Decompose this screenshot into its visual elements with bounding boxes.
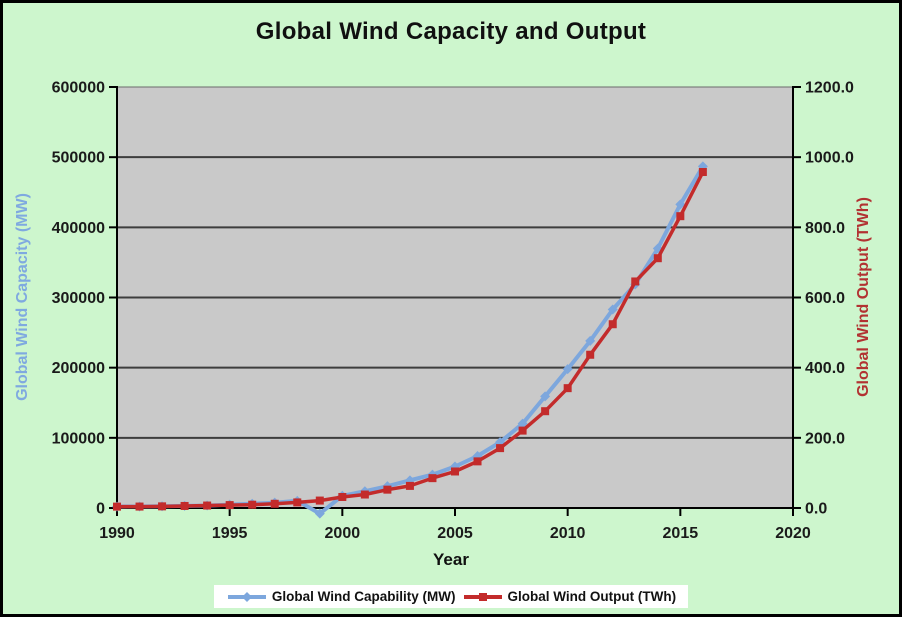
- svg-text:2005: 2005: [437, 525, 473, 542]
- square-marker-icon: [478, 592, 487, 601]
- chart-title: Global Wind Capacity and Output: [255, 18, 647, 45]
- svg-text:100000: 100000: [52, 430, 105, 447]
- y-left-ticks: 0 100000 200000 300000 400000 500000 600000: [52, 80, 117, 518]
- output-line-swatch: [463, 592, 502, 601]
- svg-text:1990: 1990: [99, 525, 135, 542]
- x-ticks: 1990 1995 2000 2005 2010 2015 2020: [99, 508, 811, 542]
- legend-item-capacity: Global Wind Capability (MW): [226, 589, 456, 604]
- svg-text:0: 0: [96, 501, 105, 518]
- legend-item-output: Global Wind Output (TWh): [462, 589, 677, 604]
- svg-text:2010: 2010: [550, 525, 586, 542]
- gridlines: [117, 86, 793, 439]
- capacity-line-swatch: [227, 591, 266, 602]
- svg-text:1200.0: 1200.0: [805, 80, 854, 97]
- svg-text:1000.0: 1000.0: [805, 150, 854, 167]
- svg-text:800.0: 800.0: [805, 220, 845, 237]
- legend-box: Global Wind Capability (MW) Global Wind …: [213, 585, 689, 608]
- legend-label-capacity: Global Wind Capability (MW): [271, 589, 456, 604]
- series-output: [113, 168, 707, 511]
- svg-text:2015: 2015: [663, 525, 699, 542]
- y-right-ticks: 0.0 200.0 400.0 600.0 800.0 1000.0 1200.0: [793, 80, 854, 518]
- svg-text:200.0: 200.0: [805, 430, 845, 447]
- svg-text:1995: 1995: [212, 525, 248, 542]
- x-axis-title: Year: [433, 550, 469, 569]
- svg-text:200000: 200000: [52, 360, 105, 377]
- svg-text:500000: 500000: [52, 150, 105, 167]
- right-axis-title: Global Wind Output (TWh): [855, 197, 872, 397]
- svg-text:600000: 600000: [52, 80, 105, 97]
- legend: Global Wind Capability (MW) Global Wind …: [0, 585, 902, 608]
- svg-text:600.0: 600.0: [805, 290, 845, 307]
- svg-text:400.0: 400.0: [805, 360, 845, 377]
- svg-text:0.0: 0.0: [805, 501, 827, 518]
- svg-text:300000: 300000: [52, 290, 105, 307]
- legend-label-output: Global Wind Output (TWh): [507, 589, 677, 604]
- svg-text:2020: 2020: [775, 525, 811, 542]
- diamond-marker-icon: [241, 591, 252, 602]
- left-axis-title: Global Wind Capacity (MW): [14, 193, 31, 401]
- svg-text:400000: 400000: [52, 220, 105, 237]
- svg-text:2000: 2000: [325, 525, 361, 542]
